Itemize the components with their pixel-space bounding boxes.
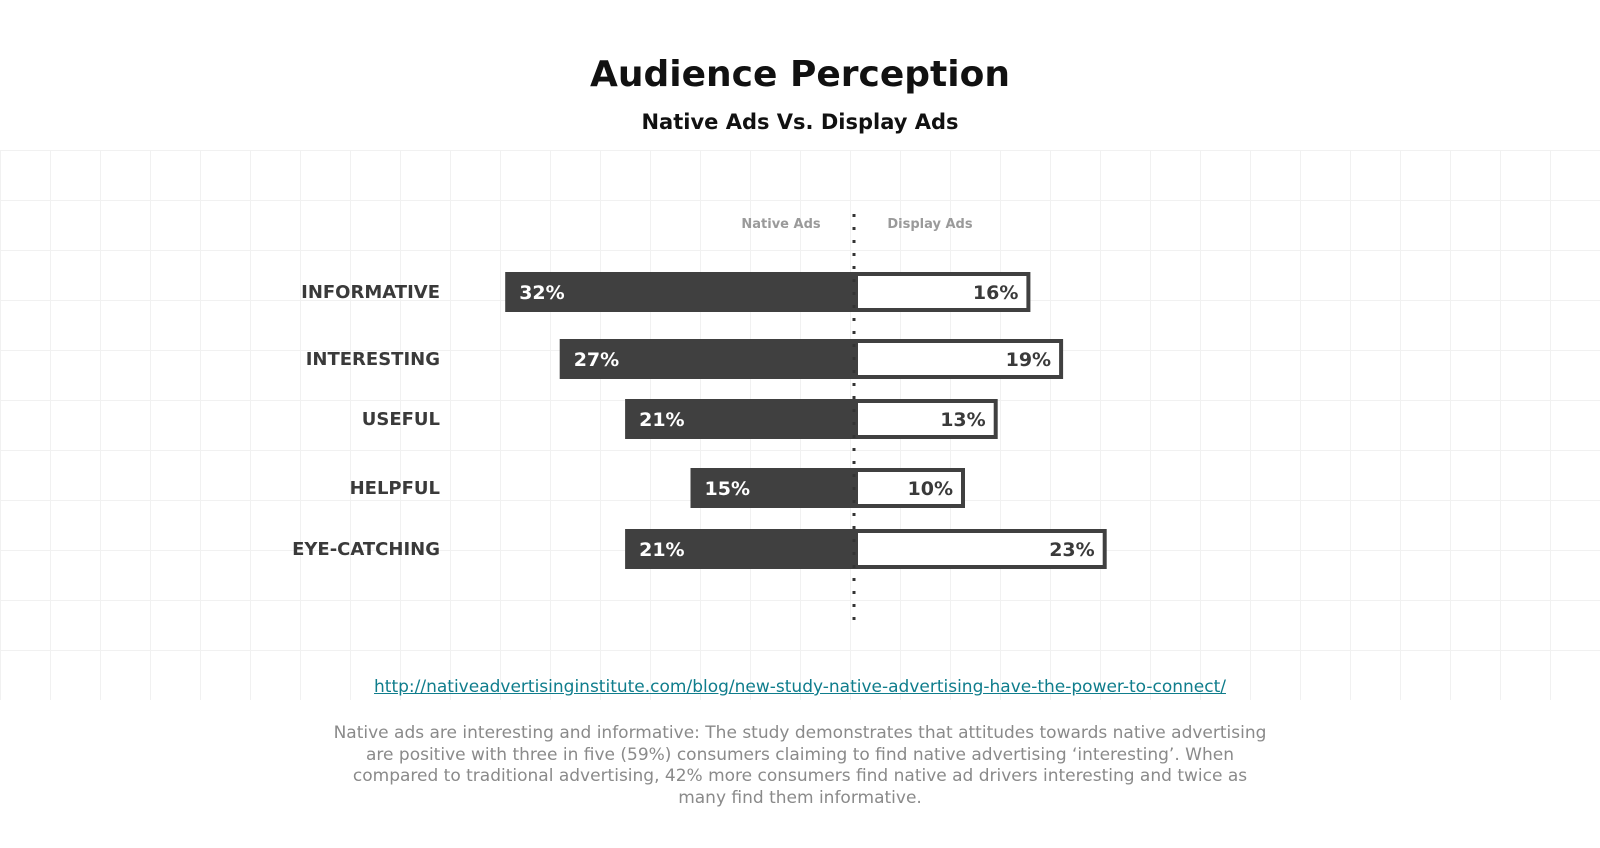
native-value-label: 21% bbox=[639, 409, 684, 431]
display-ads-bar bbox=[854, 529, 1107, 569]
category-label: EYE-CATCHING bbox=[292, 539, 440, 560]
category-label: INFORMATIVE bbox=[301, 282, 440, 303]
display-value-label: 16% bbox=[973, 282, 1018, 304]
native-value-label: 21% bbox=[639, 539, 684, 561]
native-ads-bar bbox=[505, 272, 854, 312]
display-ads-bar bbox=[854, 272, 1031, 312]
display-value-label: 13% bbox=[940, 409, 985, 431]
display-ads-bar bbox=[854, 339, 1064, 379]
chart-description: Native ads are interesting and informati… bbox=[333, 723, 1267, 808]
display-ads-bar bbox=[854, 468, 965, 508]
native-value-label: 15% bbox=[705, 478, 750, 500]
native-ads-bar bbox=[559, 339, 854, 379]
source-link[interactable]: http://nativeadvertisinginstitute.com/bl… bbox=[374, 677, 1226, 697]
category-label: HELPFUL bbox=[350, 478, 440, 499]
category-label: USEFUL bbox=[362, 409, 440, 430]
legend-display-ads: Display Ads bbox=[887, 217, 972, 232]
page-title: Audience Perception bbox=[590, 54, 1010, 95]
native-value-label: 27% bbox=[574, 349, 619, 371]
native-value-label: 32% bbox=[519, 282, 564, 304]
display-value-label: 19% bbox=[1006, 349, 1051, 371]
native-ads-bar bbox=[690, 468, 854, 508]
native-ads-bar bbox=[625, 399, 854, 439]
native-ads-bar bbox=[625, 529, 854, 569]
page-subtitle: Native Ads Vs. Display Ads bbox=[641, 110, 959, 134]
display-value-label: 23% bbox=[1049, 539, 1094, 561]
category-label: INTERESTING bbox=[306, 349, 440, 370]
display-ads-bar bbox=[854, 399, 998, 439]
display-value-label: 10% bbox=[908, 478, 953, 500]
legend-native-ads: Native Ads bbox=[741, 217, 821, 232]
